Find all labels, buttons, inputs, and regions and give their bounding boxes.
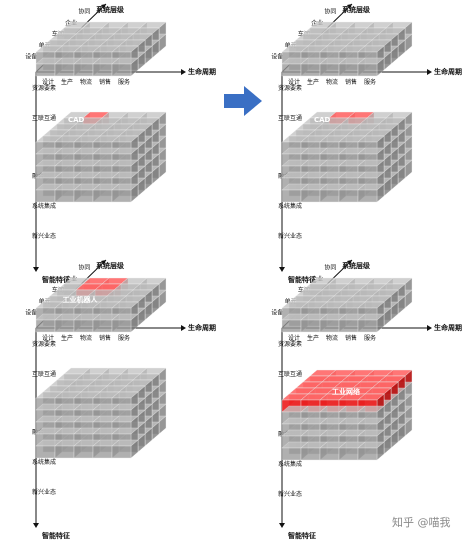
lifecycle-axis-title: 生命周期 [188,67,216,76]
arrow-head-icon [279,523,285,528]
smart-feature-label-4: 新兴业态 [278,490,302,498]
lifecycle-slab [281,277,413,333]
system-level-label-4: 协同 [78,8,90,16]
panel-bottom-left: 系统层级设备单元车间企业协同生命周期设计生产物流销售服务智能特征资源要素互联互通… [25,259,216,540]
lifecycle-stage-label-0: 设计 [42,334,54,342]
system-level-axis-title: 系统层级 [96,5,125,14]
system-level-axis-title: 系统层级 [96,261,125,270]
grid-cube [357,57,385,77]
smart-feature-label-1: 互联互通 [32,114,56,122]
arrow-head-icon [347,260,352,265]
highlight-text: CAD [68,116,85,124]
smart-feature-axis-title: 智能特征 [288,531,316,540]
arrow-head-icon [427,69,432,75]
system-level-label-4: 协同 [78,264,90,272]
lifecycle-stage-label-3: 销售 [99,334,111,342]
feature-slab [35,367,167,459]
system-level-label-4: 协同 [324,264,336,272]
smart-feature-label-4: 新兴业态 [278,232,302,240]
grid-cube [111,439,139,459]
arrow-head-icon [181,325,186,331]
grid-cube [111,183,139,203]
grid-cube [357,313,385,333]
smart-feature-label-0: 资源要素 [32,340,56,348]
panel-top-left: 系统层级设备单元车间企业协同生命周期设计生产物流销售服务智能特征资源要素互联互通… [25,3,216,284]
system-level-label-0: 设备 [25,53,37,61]
arrow-head-icon [347,4,352,9]
watermark: 知乎 @喵我 [392,515,451,529]
feature-slab [281,111,413,203]
lifecycle-slab [35,21,167,77]
system-level-label-0: 设备 [25,309,37,317]
smart-feature-label-0: 资源要素 [32,84,56,92]
transition-arrow-icon [224,86,262,116]
lifecycle-stage-label-1: 生产 [61,78,73,86]
lifecycle-stage-label-1: 生产 [307,334,319,342]
arrow-head-icon [101,4,106,9]
highlight-label: 工业网络 [332,387,360,396]
smart-feature-label-3: 系统集成 [32,202,56,210]
lifecycle-axis-title: 生命周期 [434,67,462,76]
lifecycle-axis-title: 生命周期 [188,323,216,332]
highlight-text: 工业网络 [332,387,360,396]
lifecycle-stage-label-2: 物流 [326,334,338,342]
smart-feature-label-1: 互联互通 [278,114,302,122]
panel-top-right: 系统层级设备单元车间企业协同生命周期设计生产物流销售服务智能特征资源要素互联互通… [271,3,462,284]
lifecycle-stage-label-3: 销售 [345,334,357,342]
smart-feature-label-1: 互联互通 [278,370,302,378]
arrow-head-icon [279,267,285,272]
arrow-head-icon [101,260,106,265]
lifecycle-stage-label-1: 生产 [307,78,319,86]
arrow-head-icon [33,267,39,272]
smart-feature-label-3: 系统集成 [278,460,302,468]
smart-feature-axis-title: 智能特征 [42,531,70,540]
lifecycle-stage-label-2: 物流 [80,334,92,342]
system-level-axis-title: 系统层级 [342,261,371,270]
system-level-label-0: 设备 [271,53,283,61]
lifecycle-stage-label-2: 物流 [326,78,338,86]
smart-feature-axis-title: 智能特征 [42,275,70,284]
lifecycle-stage-label-0: 设计 [288,78,300,86]
highlight-label: CAD [68,116,85,124]
lifecycle-stage-label-3: 销售 [345,78,357,86]
lifecycle-stage-label-1: 生产 [61,334,73,342]
lifecycle-axis-title: 生命周期 [434,323,462,332]
grid-cube [111,57,139,77]
system-level-label-0: 设备 [271,309,283,317]
lifecycle-slab [281,21,413,77]
lifecycle-stage-label-4: 服务 [364,78,376,86]
lifecycle-stage-label-4: 服务 [118,334,130,342]
smart-feature-label-0: 资源要素 [278,84,302,92]
highlight-text: 工业机器人 [63,295,99,304]
grid-cube [111,313,139,333]
lifecycle-stage-label-3: 销售 [99,78,111,86]
highlight-label: CAD [314,116,331,124]
feature-slab [281,369,413,461]
arrow-head-icon [427,325,432,331]
lifecycle-stage-label-4: 服务 [118,78,130,86]
smart-feature-label-3: 系统集成 [32,458,56,466]
highlight-label: 工业机器人 [63,295,99,304]
panel-bottom-right: 系统层级设备单元车间企业协同生命周期设计生产物流销售服务智能特征资源要素互联互通… [271,259,462,540]
grid-cube [357,183,385,203]
smart-feature-label-1: 互联互通 [32,370,56,378]
lifecycle-stage-label-4: 服务 [364,334,376,342]
arrow-head-icon [33,523,39,528]
feature-slab [35,111,167,203]
system-level-axis-title: 系统层级 [342,5,371,14]
smart-feature-label-0: 资源要素 [278,340,302,348]
lifecycle-stage-label-0: 设计 [288,334,300,342]
highlight-text: CAD [314,116,331,124]
smart-feature-label-4: 新兴业态 [32,232,56,240]
lifecycle-slab [35,277,167,333]
smart-feature-label-3: 系统集成 [278,202,302,210]
system-level-label-4: 协同 [324,8,336,16]
smart-feature-label-4: 新兴业态 [32,488,56,496]
lifecycle-stage-label-2: 物流 [80,78,92,86]
lifecycle-stage-label-0: 设计 [42,78,54,86]
grid-cube [357,441,385,461]
arrow-head-icon [181,69,186,75]
smart-feature-axis-title: 智能特征 [288,275,316,284]
